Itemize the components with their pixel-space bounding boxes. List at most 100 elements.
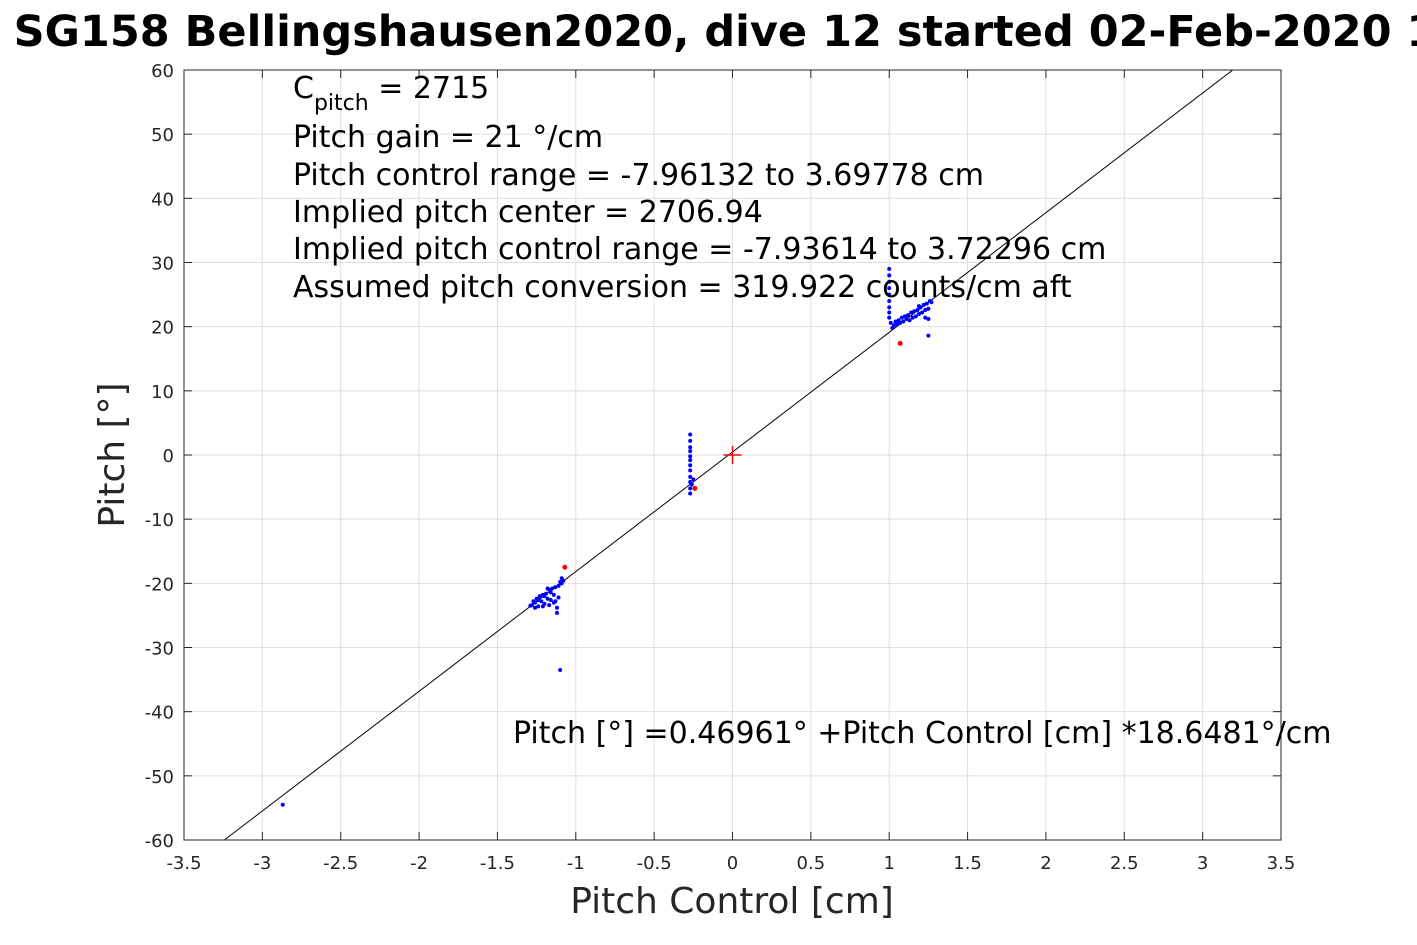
data-point: [915, 307, 920, 312]
data-point: [554, 605, 559, 610]
data-point: [556, 583, 561, 588]
data-point: [688, 438, 693, 443]
data-point: [536, 598, 541, 603]
outlier-point: [692, 485, 698, 491]
y-tick-label: 10: [151, 382, 174, 403]
outlier-point: [562, 564, 568, 570]
data-point: [901, 319, 906, 324]
c-pitch-value: = 2715: [369, 71, 490, 106]
data-point: [688, 454, 693, 459]
data-point: [553, 599, 558, 604]
c-pitch-subscript: pitch: [314, 91, 369, 116]
data-point: [912, 309, 917, 314]
data-point: [548, 590, 553, 595]
data-point: [887, 299, 892, 303]
data-point: [540, 604, 545, 609]
fit-equation-annotation: Pitch [°] =0.46961° +Pitch Control [cm] …: [513, 716, 1331, 751]
implied-range-annotation: Implied pitch control range = -7.93614 t…: [293, 232, 1106, 267]
x-tick-label: -1: [567, 853, 585, 874]
conversion-annotation: Assumed pitch conversion = 319.922 count…: [293, 270, 1072, 305]
data-point: [906, 313, 911, 318]
chart-title: SG158 Bellingshausen2020, dive 12 starte…: [14, 7, 1417, 57]
data-point: [923, 315, 928, 320]
center-layer: [723, 446, 742, 464]
data-point: [688, 491, 693, 496]
y-tick-label: 50: [151, 125, 174, 146]
data-point: [558, 667, 563, 672]
ticks: -3.5 -3 -2.5 -2 -1.5 -1 -0.5 0 0.5 1 1.5 2 2.5 3 3.5 60…: [145, 61, 1296, 874]
data-point: [926, 316, 931, 321]
x-tick-label: 3.5: [1267, 853, 1296, 874]
y-tick-label: 40: [151, 189, 174, 210]
data-point: [548, 598, 553, 603]
data-point: [545, 596, 550, 601]
x-tick-label: -2: [410, 853, 428, 874]
data-point: [887, 279, 892, 284]
data-points: [280, 266, 934, 807]
data-point: [688, 468, 693, 473]
data-point: [553, 585, 558, 590]
data-point: [909, 310, 914, 315]
data-point: [688, 445, 693, 450]
data-point: [688, 486, 693, 491]
data-point: [688, 474, 693, 479]
data-point: [926, 306, 931, 311]
y-tick-label: -30: [145, 639, 174, 660]
y-tick-label: -40: [145, 703, 174, 724]
y-tick-label: 20: [151, 318, 174, 339]
y-tick-label: -60: [145, 831, 174, 852]
data-point: [554, 610, 559, 615]
data-point: [907, 318, 912, 323]
x-tick-label: 1: [883, 853, 894, 874]
x-tick-label: 3: [1197, 853, 1208, 874]
x-tick-label: -3.5: [166, 853, 201, 874]
data-point: [913, 314, 918, 319]
data-point: [926, 333, 931, 338]
data-point: [921, 302, 926, 307]
data-point: [904, 316, 909, 321]
data-point: [551, 592, 556, 597]
data-point: [887, 266, 892, 271]
implied-center-annotation: Implied pitch center = 2706.94: [293, 195, 763, 230]
data-point: [542, 594, 547, 599]
data-point: [539, 599, 544, 604]
data-point: [888, 320, 893, 325]
x-tick-label: 0.5: [797, 853, 826, 874]
data-point: [688, 463, 693, 468]
data-point: [688, 449, 693, 454]
data-point: [887, 305, 892, 310]
data-point: [533, 605, 538, 610]
data-point: [280, 802, 285, 807]
x-tick-label: 2.5: [1110, 853, 1139, 874]
x-tick-label: -0.5: [637, 853, 672, 874]
data-point: [691, 477, 696, 482]
y-tick-label: 60: [151, 61, 174, 82]
y-axis-label: Pitch [°]: [92, 382, 133, 527]
data-point: [924, 301, 929, 306]
data-point: [887, 292, 892, 297]
data-point: [537, 594, 542, 599]
data-point: [688, 458, 693, 463]
data-point: [545, 586, 550, 591]
data-point: [916, 304, 921, 309]
data-point: [887, 273, 892, 278]
pitch-gain-annotation: Pitch gain = 21 °/cm: [293, 120, 603, 155]
grid: [184, 70, 1281, 840]
x-tick-label: 1.5: [953, 853, 982, 874]
x-tick-label: -1.5: [480, 853, 515, 874]
y-tick-label: -10: [145, 510, 174, 531]
data-point: [556, 595, 561, 600]
data-point: [898, 320, 903, 325]
x-tick-label: -3: [253, 853, 271, 874]
data-point: [547, 603, 552, 608]
data-point: [887, 286, 892, 291]
outlier-point: [897, 340, 903, 346]
data-point: [916, 311, 921, 316]
data-point: [688, 432, 693, 437]
data-point: [550, 586, 555, 591]
x-tick-label: -2.5: [323, 853, 358, 874]
y-tick-label: -50: [145, 767, 174, 788]
c-pitch-annotation: Cpitch = 2715: [293, 71, 489, 116]
y-tick-label: 30: [151, 254, 174, 275]
data-point: [689, 482, 694, 487]
